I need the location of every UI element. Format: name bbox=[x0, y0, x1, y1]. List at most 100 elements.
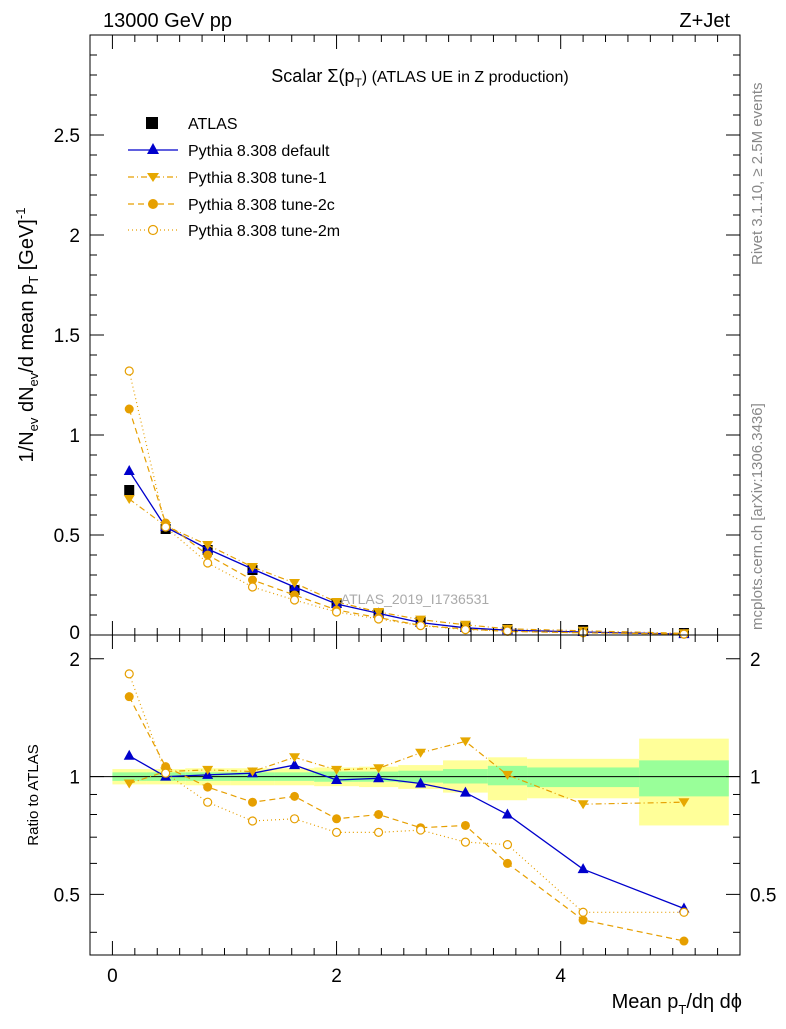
ratio-point-tune2m bbox=[161, 768, 171, 778]
ratio-y-tick-label-right: 1 bbox=[750, 768, 761, 789]
main-point-tune1 bbox=[202, 541, 214, 550]
ratio-point-tune1 bbox=[415, 748, 427, 758]
ratio-band-inner bbox=[639, 760, 729, 797]
ratio-point-tune2m bbox=[416, 825, 426, 835]
ratio-point-tune1 bbox=[373, 764, 385, 774]
ratio-series-layer bbox=[123, 669, 690, 946]
x-tick-label: 2 bbox=[331, 966, 342, 987]
legend-item-tune-2m: Pythia 8.308 tune-2m bbox=[128, 223, 340, 240]
main-point-tune1 bbox=[289, 579, 301, 588]
legend-tune2m-label: Pythia 8.308 tune-2m bbox=[188, 223, 340, 240]
ratio-point-tune2m bbox=[460, 837, 471, 847]
ratio-series-tune2m bbox=[124, 669, 689, 917]
main-y-tick-label: 2.5 bbox=[54, 126, 80, 147]
main-point-tune2m bbox=[161, 522, 171, 532]
ratio-tick-layer: 0 2 4 0.5 0.5 1 1 2 2 bbox=[54, 635, 776, 987]
main-y-tick-label: 2 bbox=[69, 226, 80, 247]
main-y-tick-label: 1 bbox=[69, 426, 80, 447]
ratio-y-tick-label-left: 1 bbox=[69, 768, 80, 789]
main-series-layer bbox=[123, 366, 690, 639]
main-y-tick-label: 0.5 bbox=[54, 526, 80, 547]
ratio-point-tune1 bbox=[678, 798, 690, 808]
legend-atlas-label: ATLAS bbox=[188, 116, 238, 133]
main-point-tune1 bbox=[247, 563, 258, 572]
main-point-tune2m bbox=[416, 620, 426, 631]
legend-default-marker bbox=[147, 143, 159, 154]
x-tick-label: 4 bbox=[555, 966, 566, 987]
ratio-y-tick-label-right: 2 bbox=[750, 650, 761, 671]
ratio-point-tune1 bbox=[289, 753, 301, 763]
ratio-y-tick-label-left: 0.5 bbox=[54, 885, 80, 906]
legend-item-tune-1: Pythia 8.308 tune-1 bbox=[128, 170, 327, 187]
ratio-series-tune1 bbox=[123, 737, 690, 810]
ratio-point-tune2m bbox=[331, 827, 342, 838]
legend-tune2m-marker bbox=[147, 224, 159, 236]
ratio-panel: 0 2 4 0.5 0.5 1 1 2 2 Ratio to ATLAS Mean pT/dη … bbox=[25, 634, 776, 1017]
ratio-point-tune1 bbox=[459, 737, 471, 747]
ratio-point-tune2m bbox=[502, 840, 513, 850]
main-y-tick-label: 1.5 bbox=[54, 326, 80, 347]
main-panel: ATLAS_2019_I1736531 0.5 1 1.5 2 2.5 0 Scalar … bbox=[13, 34, 741, 644]
ratio-point-tune2c bbox=[374, 809, 384, 819]
main-point-tune2m bbox=[331, 607, 342, 617]
watermark: ATLAS_2019_I1736531 bbox=[341, 591, 490, 607]
main-point-tune1 bbox=[331, 598, 343, 607]
main-point-tune1 bbox=[373, 608, 385, 617]
ratio-point-default bbox=[501, 808, 513, 819]
main-point-tune2m bbox=[124, 366, 134, 376]
main-tick-layer: 0.5 1 1.5 2 2.5 0 bbox=[54, 35, 740, 644]
main-line-default bbox=[128, 470, 685, 635]
legend-tune1-label: Pythia 8.308 tune-1 bbox=[188, 170, 327, 187]
main-point-tune2m bbox=[373, 614, 384, 624]
ratio-point-tune2c bbox=[290, 791, 300, 801]
ratio-band-inner bbox=[527, 767, 640, 788]
main-title: Scalar Σ(pT) (ATLAS UE in Z production) bbox=[271, 66, 568, 90]
ratio-point-default bbox=[373, 772, 385, 783]
main-point-tune2m bbox=[502, 626, 513, 636]
legend-tune1-marker bbox=[147, 173, 159, 182]
ratio-point-tune2m bbox=[203, 797, 213, 807]
main-point-tune2m bbox=[679, 629, 689, 639]
rivet-version-label: Rivet 3.1.10, ≥ 2.5M events bbox=[749, 83, 766, 266]
ratio-line-tune1 bbox=[129, 740, 685, 805]
ratio-point-default bbox=[123, 749, 135, 760]
ratio-line-default bbox=[128, 755, 685, 910]
main-series-tune2m bbox=[124, 366, 689, 639]
main-point-tune2m bbox=[203, 558, 213, 568]
process-label: Z+Jet bbox=[679, 10, 730, 32]
ratio-y-tick-label-right: 0.5 bbox=[750, 885, 776, 906]
legend: ATLAS Pythia 8.308 default Pythia 8.308 … bbox=[128, 116, 340, 240]
ratio-point-tune2m bbox=[124, 669, 134, 679]
ratio-point-tune2m bbox=[679, 907, 689, 917]
legend-default-label: Pythia 8.308 default bbox=[188, 143, 330, 160]
ratio-line-tune2c bbox=[128, 696, 685, 942]
legend-atlas-marker bbox=[146, 117, 158, 129]
ratio-y-tick-label-left: 2 bbox=[69, 650, 80, 671]
ratio-point-tune2m bbox=[373, 827, 384, 838]
ratio-point-default bbox=[289, 759, 301, 770]
ratio-point-tune1 bbox=[501, 770, 513, 780]
ratio-point-default bbox=[415, 777, 427, 788]
ratio-point-tune2c bbox=[332, 814, 342, 824]
x-tick-label: 0 bbox=[107, 966, 118, 987]
legend-item-tune-2c: Pythia 8.308 tune-2c bbox=[128, 197, 335, 214]
ratio-point-tune2c bbox=[248, 797, 257, 807]
ratio-point-default bbox=[459, 786, 471, 797]
ratio-point-tune2c bbox=[460, 820, 470, 830]
ratio-point-default bbox=[331, 773, 343, 784]
legend-tune2c-marker bbox=[148, 199, 158, 209]
legend-item-default: Pythia 8.308 default bbox=[128, 143, 330, 160]
ratio-point-tune2m bbox=[247, 816, 258, 826]
main-point-default bbox=[123, 465, 135, 475]
ratio-line-tune2m bbox=[128, 673, 684, 913]
ratio-series-default bbox=[123, 749, 690, 913]
mcplots-label: mcplots.cern.ch [arXiv:1306.3436] bbox=[749, 403, 766, 630]
ratio-point-tune1 bbox=[247, 767, 258, 777]
main-y-axis-label: 1/Nev dNev/d mean pT [GeV]-1 bbox=[13, 208, 41, 463]
ratio-point-tune1 bbox=[123, 779, 135, 789]
ratio-point-tune1 bbox=[577, 800, 589, 810]
main-line-tune1 bbox=[128, 498, 685, 634]
main-line-tune2c bbox=[128, 408, 685, 635]
main-y-zero-label: 0 bbox=[69, 623, 80, 644]
